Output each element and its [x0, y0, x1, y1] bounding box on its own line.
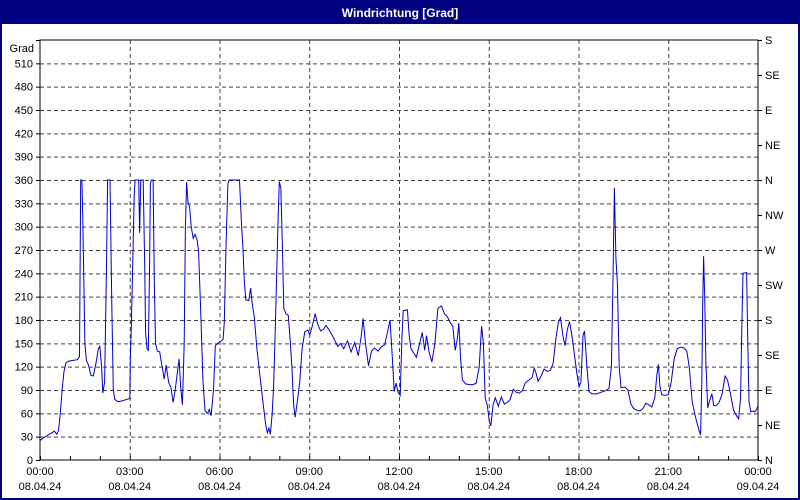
svg-text:510: 510	[15, 58, 33, 70]
svg-text:390: 390	[15, 152, 33, 164]
svg-text:NE: NE	[765, 140, 780, 152]
svg-text:90: 90	[21, 385, 33, 397]
svg-text:12:00: 12:00	[385, 466, 413, 478]
compass-labels: N NE E SE S SW W NW N NE E SE S	[765, 35, 784, 467]
axis-ticks	[36, 40, 762, 461]
svg-text:60: 60	[21, 408, 33, 420]
svg-text:SW: SW	[765, 280, 783, 292]
svg-text:NE: NE	[765, 420, 780, 432]
svg-text:21:00: 21:00	[654, 466, 682, 478]
svg-text:08.04.24: 08.04.24	[198, 481, 241, 493]
svg-text:420: 420	[15, 128, 33, 140]
svg-text:E: E	[765, 385, 772, 397]
svg-text:SE: SE	[765, 350, 780, 362]
svg-text:30: 30	[21, 432, 33, 444]
svg-text:S: S	[765, 315, 772, 327]
svg-text:300: 300	[15, 222, 33, 234]
wind-direction-chart: Grad 0 30 60 90 120 150 180 210 240 270 300 330 360 39…	[10, 35, 784, 493]
svg-text:270: 270	[15, 245, 33, 257]
window-titlebar[interactable]: Windrichtung [Grad]	[2, 2, 798, 24]
svg-text:08.04.24: 08.04.24	[467, 481, 510, 493]
svg-text:210: 210	[15, 292, 33, 304]
svg-text:18:00: 18:00	[565, 466, 593, 478]
svg-text:120: 120	[15, 362, 33, 374]
svg-text:0: 0	[27, 455, 33, 467]
svg-text:06:00: 06:00	[206, 466, 234, 478]
svg-text:08.04.24: 08.04.24	[108, 481, 151, 493]
svg-text:330: 330	[15, 198, 33, 210]
svg-text:09:00: 09:00	[295, 466, 323, 478]
gridlines	[40, 40, 758, 460]
chart-area: Grad 0 30 60 90 120 150 180 210 240 270 300 330 360 39…	[2, 24, 798, 498]
svg-text:240: 240	[15, 268, 33, 280]
svg-text:09.04.24: 09.04.24	[737, 481, 780, 493]
svg-text:15:00: 15:00	[475, 466, 503, 478]
svg-text:150: 150	[15, 338, 33, 350]
svg-text:E: E	[765, 105, 772, 117]
svg-text:00:00: 00:00	[744, 466, 772, 478]
svg-text:08.04.24: 08.04.24	[19, 481, 62, 493]
svg-text:NW: NW	[765, 210, 784, 222]
svg-text:W: W	[765, 245, 776, 257]
svg-text:03:00: 03:00	[116, 466, 144, 478]
svg-text:08.04.24: 08.04.24	[288, 481, 331, 493]
svg-text:360: 360	[15, 175, 33, 187]
svg-text:08.04.24: 08.04.24	[557, 481, 600, 493]
svg-text:S: S	[765, 35, 772, 47]
window-title: Windrichtung [Grad]	[341, 6, 459, 20]
svg-text:SE: SE	[765, 70, 780, 82]
svg-text:480: 480	[15, 82, 33, 94]
svg-text:450: 450	[15, 105, 33, 117]
y-axis-labels: Grad 0 30 60 90 120 150 180 210 240 270 300 330 360 39…	[10, 43, 34, 467]
wind-direction-line	[39, 179, 759, 441]
svg-text:00:00: 00:00	[26, 466, 54, 478]
svg-text:N: N	[765, 455, 773, 467]
svg-text:180: 180	[15, 315, 33, 327]
y-axis-title: Grad	[10, 43, 34, 55]
svg-text:08.04.24: 08.04.24	[378, 481, 421, 493]
x-axis-labels: 00:00 08.04.24 03:00 08.04.24 06:00 08.04.24 0…	[19, 466, 780, 493]
svg-text:08.04.24: 08.04.24	[647, 481, 690, 493]
svg-text:N: N	[765, 175, 773, 187]
